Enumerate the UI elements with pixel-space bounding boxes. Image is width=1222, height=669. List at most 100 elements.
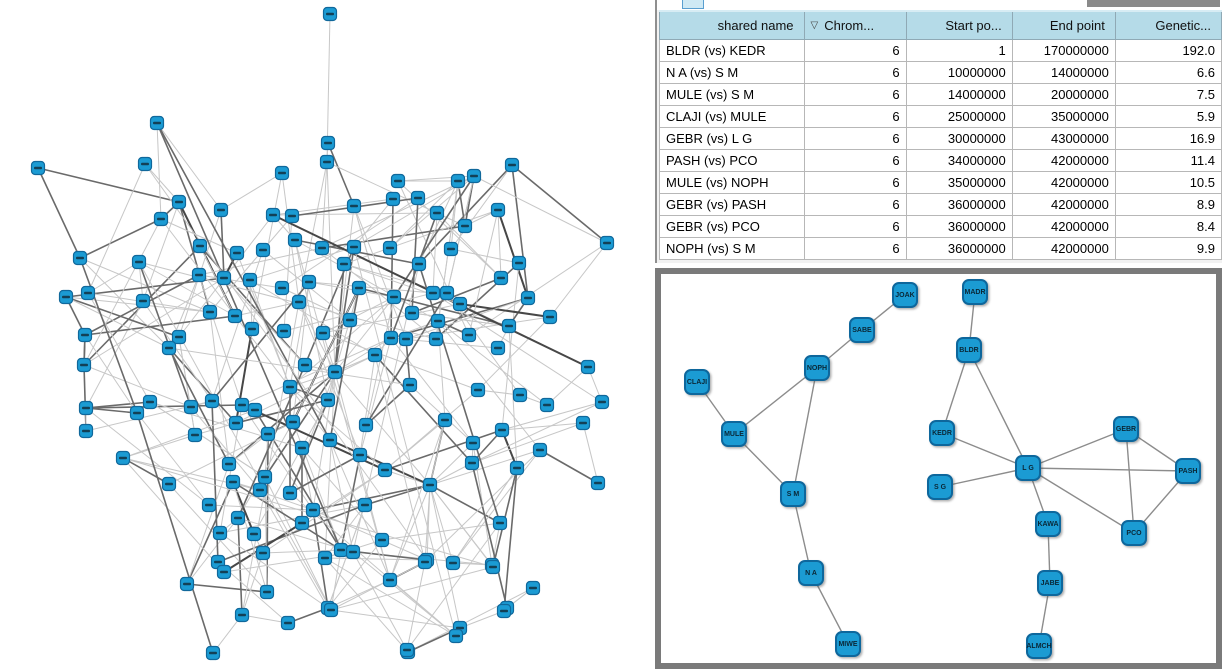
cell-value[interactable]: 8.9 (1114, 192, 1222, 216)
network-edge[interactable] (968, 349, 1029, 469)
graph-node[interactable] (129, 405, 145, 421)
graph-edge[interactable] (249, 279, 376, 356)
cell-value[interactable]: 6 (803, 214, 907, 238)
graph-edge[interactable] (330, 566, 494, 611)
graph-edge[interactable] (241, 301, 300, 616)
graph-node[interactable] (234, 607, 250, 623)
network-node-kawa[interactable]: KAWA (1035, 511, 1061, 537)
graph-node[interactable] (322, 6, 338, 22)
cell-value[interactable]: 25000000 (905, 104, 1013, 128)
cell-value[interactable]: 36000000 (905, 214, 1013, 238)
network-edge[interactable] (1027, 467, 1135, 534)
graph-node[interactable] (305, 502, 321, 518)
graph-edge[interactable] (266, 433, 269, 593)
cell-shared-name[interactable]: MULE (vs) NOPH (659, 170, 805, 194)
graph-node[interactable] (539, 397, 555, 413)
network-edge[interactable] (941, 349, 970, 434)
graph-edge[interactable] (198, 247, 323, 276)
graph-edge[interactable] (497, 209, 502, 279)
column-header-shared-name[interactable]: shared name (659, 10, 805, 40)
graph-edge[interactable] (446, 175, 475, 294)
graph-edge[interactable] (241, 614, 289, 624)
graph-node[interactable] (171, 329, 187, 345)
graph-edge[interactable] (79, 218, 162, 259)
graph-node[interactable] (30, 160, 46, 176)
graph-edge[interactable] (501, 401, 603, 431)
graph-edge[interactable] (249, 279, 291, 388)
column-header-start-point[interactable]: Start po... (905, 10, 1013, 40)
cell-value[interactable]: 20000000 (1011, 82, 1116, 106)
graph-edge[interactable] (432, 292, 603, 403)
graph-node[interactable] (216, 270, 232, 286)
graph-node[interactable] (115, 450, 131, 466)
graph-edge[interactable] (219, 532, 332, 611)
graph-edge[interactable] (381, 522, 501, 541)
graph-node[interactable] (257, 469, 273, 485)
horizontal-scrollbar[interactable] (1087, 0, 1220, 7)
graph-edge[interactable] (138, 261, 332, 611)
graph-node[interactable] (525, 580, 541, 596)
graph-node[interactable] (301, 274, 317, 290)
graph-node[interactable] (230, 510, 246, 526)
cell-value[interactable]: 6 (803, 148, 907, 172)
table-row[interactable]: GEBR (vs) PASH 6 36000000 42000000 8.9 (659, 192, 1222, 216)
graph-edge[interactable] (429, 442, 474, 486)
graph-node[interactable] (285, 414, 301, 430)
column-header-end-point[interactable]: End point (1011, 10, 1116, 40)
table-row[interactable]: PASH (vs) PCO 6 34000000 42000000 11.4 (659, 148, 1222, 172)
graph-edge[interactable] (407, 587, 534, 653)
graph-edge[interactable] (353, 205, 407, 340)
graph-node[interactable] (512, 387, 528, 403)
graph-node[interactable] (322, 432, 338, 448)
cell-shared-name[interactable]: CLAJI (vs) MULE (659, 104, 805, 128)
graph-node[interactable] (594, 394, 610, 410)
graph-node[interactable] (493, 270, 509, 286)
graph-node[interactable] (428, 331, 444, 347)
graph-edge[interactable] (232, 481, 342, 551)
graph-node[interactable] (297, 357, 313, 373)
cell-value[interactable]: 6 (803, 192, 907, 216)
graph-node[interactable] (532, 442, 548, 458)
cell-value[interactable]: 6 (803, 236, 907, 260)
graph-edge[interactable] (497, 209, 529, 299)
network-edge[interactable] (1125, 428, 1135, 534)
cell-shared-name[interactable]: MULE (vs) S M (659, 82, 805, 106)
network-node-almch[interactable]: ALMCH (1026, 633, 1052, 659)
graph-node[interactable] (452, 296, 468, 312)
cell-shared-name[interactable]: BLDR (vs) KEDR (659, 38, 805, 62)
graph-edge[interactable] (156, 122, 162, 220)
graph-edge[interactable] (149, 401, 303, 449)
graph-edge[interactable] (468, 209, 499, 336)
graph-edge[interactable] (429, 484, 461, 629)
graph-node[interactable] (358, 417, 374, 433)
cell-value[interactable]: 11.4 (1114, 148, 1222, 172)
graph-node[interactable] (430, 313, 446, 329)
cell-shared-name[interactable]: NOPH (vs) S M (659, 236, 805, 260)
graph-edge[interactable] (358, 287, 510, 327)
graph-edge[interactable] (198, 274, 243, 406)
graph-edge[interactable] (429, 449, 541, 486)
cell-value[interactable]: 6 (803, 104, 907, 128)
cell-value[interactable]: 7.5 (1114, 82, 1222, 106)
graph-edge[interactable] (324, 557, 428, 561)
cell-value[interactable]: 14000000 (905, 82, 1013, 106)
network-edge[interactable] (1027, 467, 1189, 472)
network-node-claji[interactable]: CLAJI (684, 369, 710, 395)
graph-node[interactable] (470, 382, 486, 398)
network-node-pash[interactable]: PASH (1175, 458, 1201, 484)
graph-edge[interactable] (459, 610, 505, 629)
graph-node[interactable] (161, 476, 177, 492)
column-header-chromosome[interactable]: ▽ Chrom... (803, 10, 907, 40)
graph-edge[interactable] (324, 504, 366, 559)
graph-node[interactable] (280, 615, 296, 631)
graph-node[interactable] (137, 156, 153, 172)
graph-edge[interactable] (289, 454, 361, 494)
graph-node[interactable] (386, 289, 402, 305)
cell-value[interactable]: 43000000 (1011, 126, 1116, 150)
graph-node[interactable] (501, 318, 517, 334)
table-row[interactable]: GEBR (vs) L G 6 30000000 43000000 16.9 (659, 126, 1222, 150)
graph-edge[interactable] (418, 263, 501, 524)
graph-edge[interactable] (352, 551, 409, 653)
graph-node[interactable] (383, 330, 399, 346)
graph-node[interactable] (234, 397, 250, 413)
